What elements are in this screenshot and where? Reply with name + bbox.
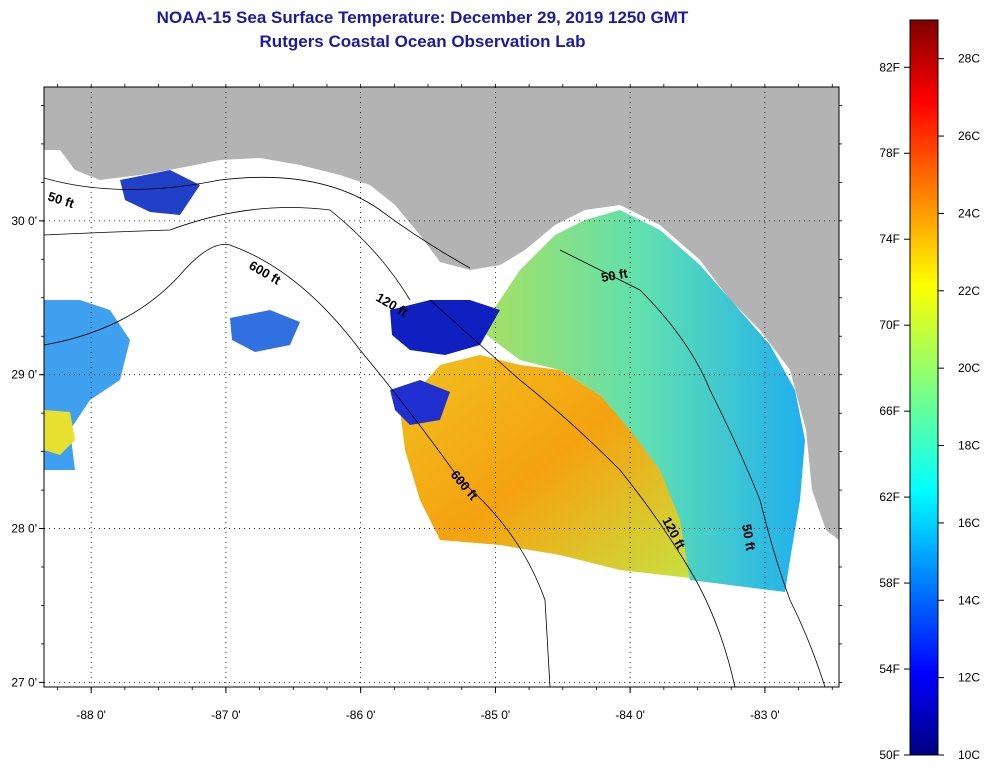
x-tick-label: -84 0' bbox=[615, 708, 645, 722]
y-tick-label: 30 0' bbox=[11, 214, 37, 228]
colorbar-label-c: 24C bbox=[958, 206, 980, 220]
x-tick-label: -87 0' bbox=[211, 708, 241, 722]
colorbar-label-c: 16C bbox=[958, 516, 980, 530]
colorbar-label-c: 28C bbox=[958, 52, 980, 66]
land-area bbox=[44, 87, 839, 540]
colorbar-label-f: 78F bbox=[879, 146, 900, 160]
y-tick-label: 27 0' bbox=[11, 675, 37, 689]
contour-120ft-east bbox=[429, 299, 736, 687]
contour-600ft bbox=[44, 243, 551, 687]
colorbar-label-c: 26C bbox=[958, 129, 980, 143]
contour-label: 50 ft bbox=[739, 523, 759, 553]
map-frame bbox=[43, 86, 840, 688]
contour-label: 50 ft bbox=[600, 265, 630, 285]
colorbar-label-f: 70F bbox=[879, 318, 900, 332]
sst-cold-patch bbox=[390, 380, 450, 425]
colorbar-label-c: 22C bbox=[958, 284, 980, 298]
colorbar-label-f: 66F bbox=[879, 404, 900, 418]
colorbar-label-f: 54F bbox=[879, 662, 900, 676]
map-subtitle: Rutgers Coastal Ocean Observation Lab bbox=[259, 32, 586, 51]
colorbar-label-c: 12C bbox=[958, 671, 980, 685]
y-tick-label: 29 0' bbox=[11, 368, 37, 382]
x-tick-label: -88 0' bbox=[76, 708, 106, 722]
y-tick-label: 28 0' bbox=[11, 522, 37, 536]
sst-central-patch bbox=[230, 310, 300, 352]
contour-50ft-west bbox=[44, 176, 471, 269]
x-tick-label: -86 0' bbox=[346, 708, 376, 722]
colorbar-labels: 28C 26C 24C 22C 20C 18C 16C 14C 12C 10C 82F 78F 74F 7… bbox=[879, 52, 980, 762]
colorbar-label-f: 82F bbox=[879, 60, 900, 74]
x-tick-label: -83 0' bbox=[750, 708, 780, 722]
colorbar-label-c: 18C bbox=[958, 439, 980, 453]
colorbar-label-f: 74F bbox=[879, 232, 900, 246]
colorbar-label-f: 58F bbox=[879, 576, 900, 590]
map-title: NOAA-15 Sea Surface Temperature: Decembe… bbox=[156, 8, 689, 27]
contour-50ft-east bbox=[559, 249, 826, 687]
sst-coastal-cold bbox=[120, 170, 200, 215]
contour-120ft-west bbox=[44, 207, 411, 301]
sst-cold-inshore bbox=[390, 300, 500, 355]
colorbar-label-c: 10C bbox=[958, 748, 980, 762]
colorbar-label-f: 62F bbox=[879, 490, 900, 504]
sst-west-warm bbox=[44, 410, 75, 455]
sst-shelf-region bbox=[480, 210, 805, 592]
colorbar bbox=[909, 19, 939, 756]
lat-lon-grid bbox=[44, 87, 839, 687]
colorbar-label-c: 14C bbox=[958, 593, 980, 607]
colorbar-label-c: 20C bbox=[958, 361, 980, 375]
x-tick-label: -85 0' bbox=[481, 708, 511, 722]
colorbar-label-f: 50F bbox=[879, 748, 900, 762]
axis-ticks: -88 0' -87 0' -86 0' -85 0' -84 0' -83 0' 30 0… bbox=[11, 84, 842, 722]
